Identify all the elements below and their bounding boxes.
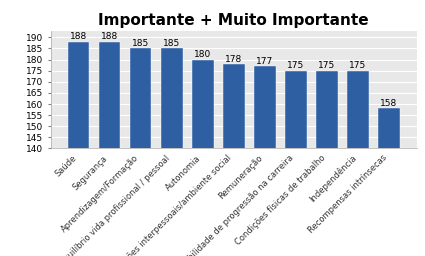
Text: 175: 175 xyxy=(318,61,335,70)
Bar xyxy=(130,48,151,256)
Bar xyxy=(285,71,307,256)
Bar xyxy=(192,60,214,256)
Bar xyxy=(254,66,276,256)
Text: 188: 188 xyxy=(101,33,118,41)
Text: 177: 177 xyxy=(256,57,273,66)
Text: 158: 158 xyxy=(380,99,398,108)
Text: 185: 185 xyxy=(132,39,149,48)
Text: 180: 180 xyxy=(194,50,211,59)
Bar xyxy=(378,109,400,256)
Bar xyxy=(68,42,89,256)
Text: 178: 178 xyxy=(225,55,242,63)
Text: 175: 175 xyxy=(287,61,304,70)
Bar xyxy=(347,71,369,256)
Bar xyxy=(316,71,338,256)
Text: 175: 175 xyxy=(349,61,367,70)
Text: 188: 188 xyxy=(70,33,87,41)
Title: Importante + Muito Importante: Importante + Muito Importante xyxy=(99,13,369,28)
Text: 185: 185 xyxy=(163,39,180,48)
Bar xyxy=(161,48,182,256)
Bar xyxy=(223,64,245,256)
Bar xyxy=(99,42,120,256)
